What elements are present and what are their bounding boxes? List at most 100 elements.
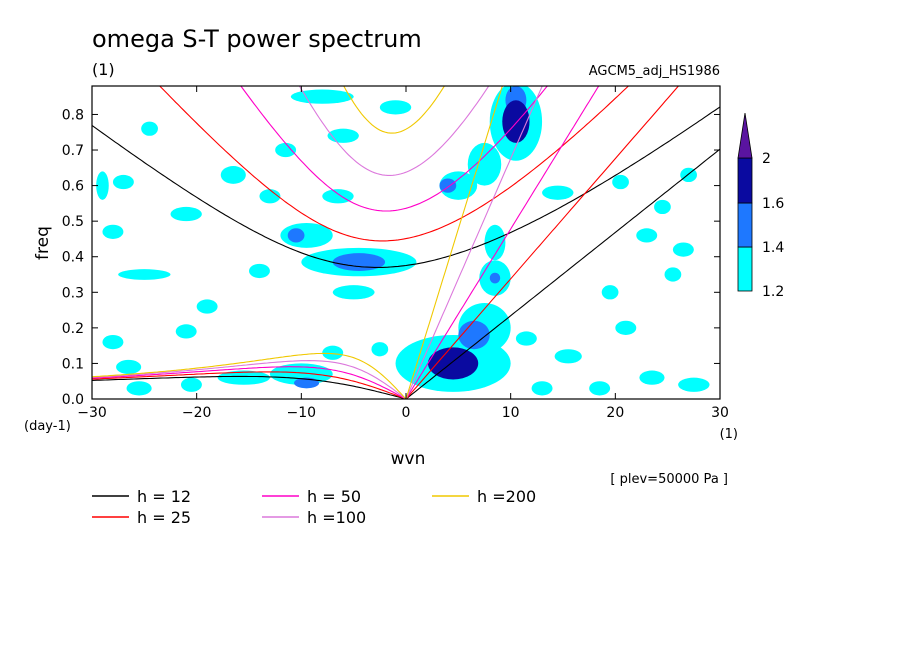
- curve-h-25: [92, 86, 680, 399]
- kelvin-wave-curve: [405, 86, 543, 399]
- contour-blob-level-1: [332, 285, 375, 300]
- inertio-gravity-wave-curve: [92, 106, 720, 268]
- x-tick-label: −20: [182, 405, 212, 421]
- contour-blob-level-1: [467, 142, 502, 186]
- x-tick-label: 0: [402, 405, 411, 421]
- rossby-wave-curve: [92, 371, 407, 399]
- y-tick-label: 0.3: [62, 285, 84, 301]
- x-tick-label: −30: [77, 405, 107, 421]
- contour-blob-level-1: [112, 174, 134, 190]
- contour-blob-level-2: [489, 272, 501, 284]
- y-tick-label: 0.6: [62, 179, 84, 195]
- legend: h = 12 h = 25 h = 50 h =100 h =200: [92, 487, 536, 527]
- chart-subtitle: (1): [92, 60, 115, 79]
- legend-label: h =200: [477, 487, 536, 506]
- contour-blob-level-1: [515, 331, 537, 346]
- contour-blob-level-1: [259, 189, 281, 204]
- spectrum-contours: [96, 86, 710, 396]
- contour-blob-level-1: [96, 171, 109, 200]
- contour-blob-level-1: [672, 242, 694, 257]
- contour-blob-level-2: [332, 253, 386, 271]
- contour-blob-level-1: [126, 381, 152, 396]
- colorbar-label: 2: [762, 151, 771, 167]
- kelvin-wave-curve: [405, 86, 503, 399]
- contour-blob-level-1: [664, 267, 682, 282]
- colorbar-segment: [737, 202, 753, 248]
- contour-blob-level-1: [542, 185, 574, 200]
- contour-blob-level-1: [589, 381, 611, 396]
- contour-blob-level-1: [180, 377, 202, 392]
- x-tick-label: 20: [606, 405, 624, 421]
- curve-h-100: [92, 86, 543, 399]
- legend-label: h =100: [307, 508, 366, 527]
- x-axis-label: wvn: [391, 449, 426, 469]
- y-axis: 0.0 0.1 0.2 0.3 0.4 0.5 0.6 0.7 0.8: [62, 107, 720, 408]
- contour-blob-level-1: [275, 142, 297, 158]
- dispersion-curves: [92, 86, 720, 399]
- x-tick-label: 30: [711, 405, 729, 421]
- x-tick-label: −10: [287, 405, 317, 421]
- x-axis-unit: (1): [720, 427, 738, 442]
- kelvin-wave-curve: [405, 148, 720, 399]
- contour-blob-level-2: [439, 178, 457, 193]
- colorbar: 1.2 1.4 1.6 2: [737, 112, 784, 300]
- inertio-gravity-wave-curve: [298, 86, 490, 176]
- contour-blob-level-1: [639, 370, 665, 385]
- legend-label: h = 25: [137, 508, 191, 527]
- contour-blob-level-1: [116, 359, 142, 375]
- rossby-wave-curve: [92, 366, 407, 399]
- colorbar-label: 1.6: [762, 196, 784, 212]
- contour-blob-level-1: [531, 381, 553, 396]
- legend-label: h = 12: [137, 487, 191, 506]
- y-axis-unit: (day-1): [24, 419, 71, 434]
- contour-blob-level-1: [654, 199, 671, 215]
- contour-blob-level-3: [427, 347, 479, 380]
- colorbar-label: 1.4: [762, 240, 784, 256]
- x-tick-label: 10: [502, 405, 520, 421]
- contour-blob-level-1: [249, 263, 270, 279]
- contour-blob-level-1: [170, 206, 202, 222]
- colorbar-label: 1.2: [762, 284, 784, 300]
- contour-blob-level-1: [612, 174, 629, 190]
- y-axis-label: freq: [33, 226, 53, 260]
- chart-title: omega S-T power spectrum: [92, 25, 422, 53]
- contour-blob-level-1: [269, 363, 333, 385]
- run-label: AGCM5_adj_HS1986: [589, 64, 720, 79]
- y-tick-label: 0.7: [62, 143, 84, 159]
- contour-blob-level-1: [102, 224, 124, 239]
- curve-h-12: [92, 106, 720, 399]
- rossby-wave-curve: [92, 352, 407, 399]
- inertio-gravity-wave-curve: [240, 86, 549, 212]
- kelvin-wave-curve: [405, 86, 680, 399]
- contour-blob-level-1: [220, 166, 246, 184]
- contour-blob-level-1: [322, 345, 344, 360]
- curve-h-50: [92, 86, 600, 399]
- contour-blob-level-1: [439, 171, 478, 200]
- contour-blob-level-1: [217, 370, 270, 385]
- y-tick-label: 0.2: [62, 321, 84, 337]
- rossby-wave-curve: [92, 360, 407, 399]
- contour-blob-level-2: [287, 228, 305, 243]
- contour-blob-level-1: [371, 342, 389, 357]
- level-note: [ plev=50000 Pa ]: [610, 472, 728, 487]
- y-tick-label: 0.5: [62, 214, 84, 230]
- contour-blob-level-1: [290, 89, 354, 104]
- y-tick-label: 0.1: [62, 356, 84, 372]
- y-tick-label: 0.4: [62, 250, 84, 266]
- legend-label: h = 50: [307, 487, 361, 506]
- x-axis: −30 −20 −10 0 10 20 30: [77, 86, 729, 421]
- colorbar-extension: [737, 112, 753, 159]
- contour-blob-level-1: [141, 121, 158, 136]
- curve-h-200: [92, 86, 503, 399]
- contour-blob-level-1: [484, 224, 506, 261]
- inertio-gravity-wave-curve: [158, 86, 630, 242]
- contour-blob-level-2: [458, 320, 490, 350]
- rossby-wave-curve: [92, 375, 407, 399]
- contour-blob-level-1: [322, 189, 354, 204]
- contour-blob-level-1: [636, 228, 658, 243]
- contour-blob-level-1: [102, 334, 124, 350]
- contour-blob-level-1: [601, 285, 619, 300]
- contour-blob-level-1: [678, 377, 710, 392]
- plot-area: [92, 86, 720, 399]
- contour-blob-level-1: [175, 324, 197, 339]
